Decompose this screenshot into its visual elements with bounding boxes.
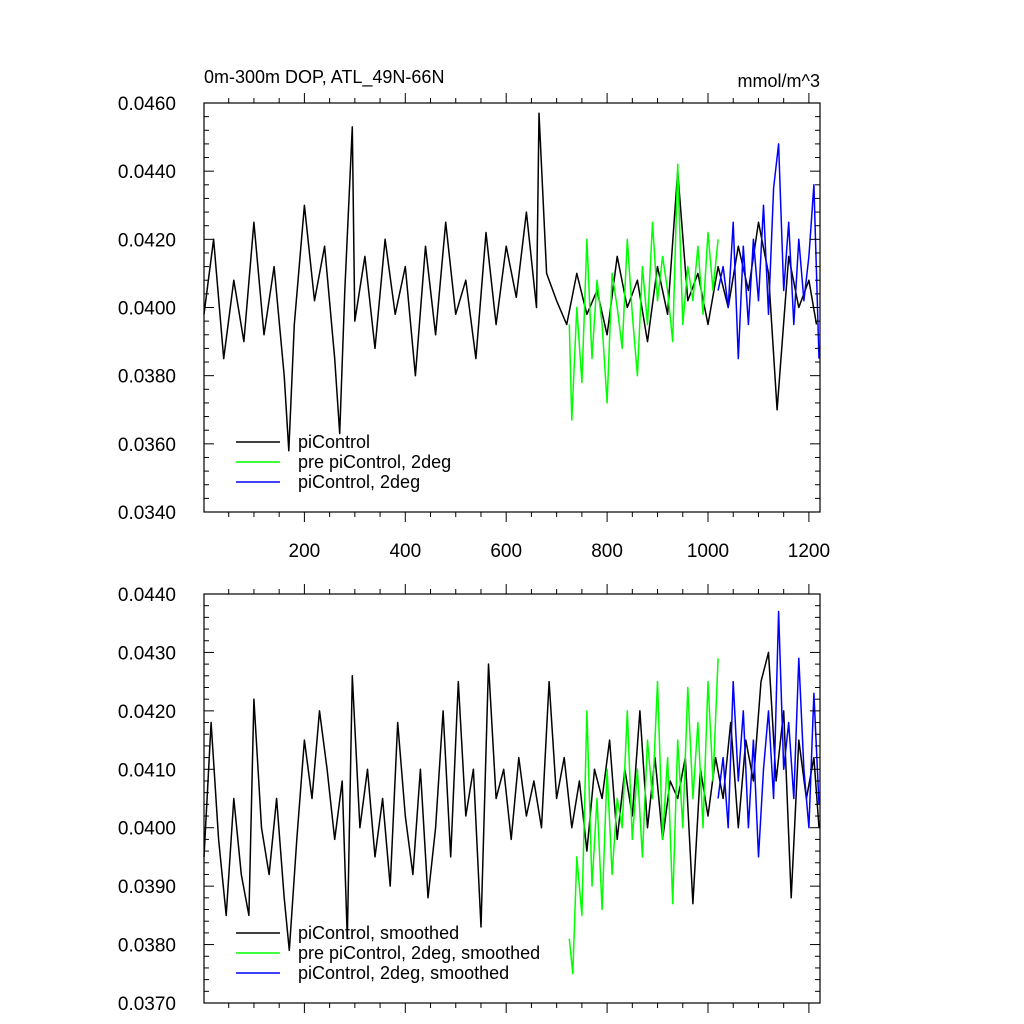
y-tick-label: 0.0420 [118, 230, 176, 251]
x-tick-label: 800 [591, 541, 623, 562]
top-panel: 0m-300m DOP, ATL_49N-66N mmol/m^3 0.0340… [118, 67, 830, 562]
legend-label: pre piControl, 2deg, smoothed [298, 943, 540, 963]
legend-label: piControl, 2deg, smoothed [298, 963, 509, 983]
x-tick-label: 1000 [687, 541, 729, 562]
y-tick-label: 0.0440 [118, 162, 176, 183]
y-tick-label: 0.0460 [118, 94, 176, 115]
y-tick-label: 0.0440 [118, 585, 176, 606]
x-tick-label: 200 [289, 541, 321, 562]
series-line [203, 112, 818, 452]
x-tick-label: 600 [490, 541, 522, 562]
units-label: mmol/m^3 [738, 71, 820, 91]
y-tick-label: 0.0380 [118, 936, 176, 957]
x-tick-label: 1200 [788, 541, 830, 562]
bottom-panel: 0.0370 0.0380 0.0390 0.0400 0.0410 0.0420 0.04… [118, 584, 821, 1015]
plot-frame [203, 593, 821, 1004]
legend-label: piControl, smoothed [298, 923, 459, 943]
y-tick-label: 0.0390 [118, 877, 176, 898]
y-tick-label: 0.0400 [118, 299, 176, 320]
y-tick-label: 0.0370 [118, 994, 176, 1015]
y-tick-label: 0.0340 [118, 503, 176, 524]
panel-title: 0m-300m DOP, ATL_49N-66N [204, 67, 444, 88]
series-line [568, 658, 719, 975]
series-line [568, 163, 719, 421]
series-line [717, 610, 820, 858]
legend-label: pre piControl, 2deg [298, 452, 451, 472]
y-tick-label: 0.0430 [118, 643, 176, 664]
y-tick-label: 0.0420 [118, 702, 176, 723]
x-tick-label: 400 [389, 541, 421, 562]
y-tick-label: 0.0380 [118, 367, 176, 388]
legend-label: piControl [298, 432, 370, 452]
y-tick-label: 0.0400 [118, 819, 176, 840]
series-line [203, 651, 820, 952]
y-tick-label: 0.0410 [118, 760, 176, 781]
series-line [717, 143, 820, 360]
y-tick-label: 0.0360 [118, 435, 176, 456]
legend-label: piControl, 2deg [298, 472, 420, 492]
